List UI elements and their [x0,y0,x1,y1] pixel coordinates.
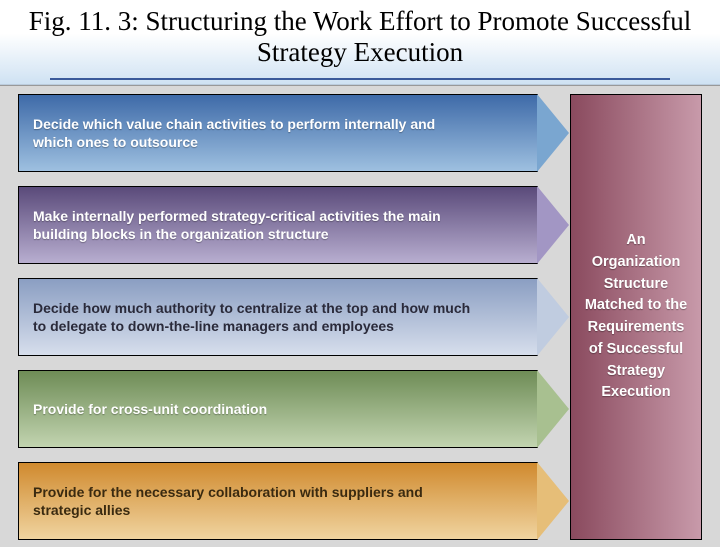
outcome-panel: An Organization Structure Matched to the… [570,94,702,540]
title-band: Fig. 11. 3: Structuring the Work Effort … [0,0,720,85]
outcome-panel-text: An Organization Structure Matched to the… [581,230,691,404]
arrow-5-text: Provide for the necessary collaboration … [33,483,477,519]
diagram-area: Decide which value chain activities to p… [0,85,720,547]
arrow-3: Decide how much authority to centralize … [18,278,538,356]
arrow-2: Make internally performed strategy-criti… [18,186,538,264]
arrow-1-text: Decide which value chain activities to p… [33,115,477,151]
arrow-5: Provide for the necessary collaboration … [18,462,538,540]
arrow-3-text: Decide how much authority to centralize … [33,299,477,335]
arrow-column: Decide which value chain activities to p… [18,94,538,540]
arrow-4-text: Provide for cross-unit coordination [33,400,267,418]
figure-title: Fig. 11. 3: Structuring the Work Effort … [0,0,720,78]
arrow-1: Decide which value chain activities to p… [18,94,538,172]
arrow-2-text: Make internally performed strategy-criti… [33,207,477,243]
title-underline [50,78,670,80]
arrow-4: Provide for cross-unit coordination [18,370,538,448]
